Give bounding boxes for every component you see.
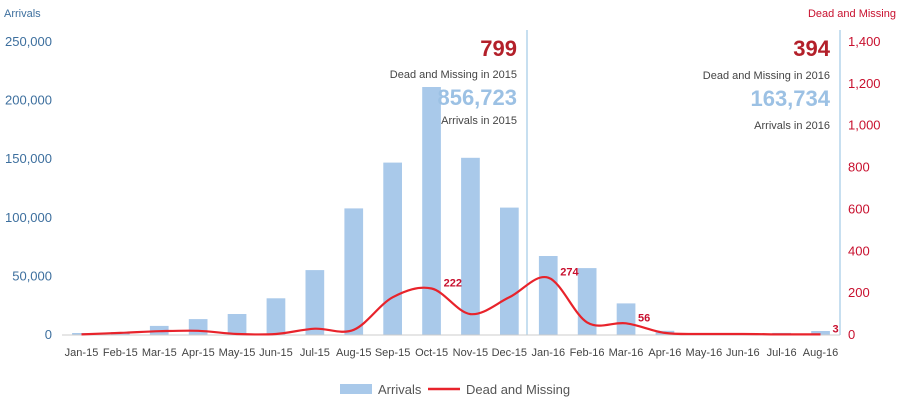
arrivals-bar xyxy=(72,333,91,335)
arrivals-bar xyxy=(344,208,364,335)
legend: Arrivals Dead and Missing xyxy=(340,382,570,397)
arrivals-2015-value: 856,723 xyxy=(437,85,517,110)
legend-arrivals-label: Arrivals xyxy=(378,382,422,397)
dead-data-label: 3 xyxy=(833,323,839,335)
x-tick-label: Jan-16 xyxy=(531,347,565,359)
right-tick-label: 1,200 xyxy=(848,76,881,91)
x-tick-label: Oct-15 xyxy=(415,347,448,359)
x-tick-label: Aug-16 xyxy=(803,347,838,359)
arrivals-bar xyxy=(500,207,519,335)
dead-2015-value: 799 xyxy=(480,36,517,61)
left-tick-label: 100,000 xyxy=(5,210,52,225)
right-tick-label: 800 xyxy=(848,160,870,175)
x-tick-label: Jun-15 xyxy=(259,347,293,359)
right-axis-ticks: 0 200 400 600 800 1,000 1,200 1,400 xyxy=(848,34,881,342)
dead-data-label: 222 xyxy=(444,278,462,290)
left-axis-ticks: 0 50,000 100,000 150,000 200,000 250,000 xyxy=(5,34,52,342)
x-tick-label: Sep-15 xyxy=(375,347,410,359)
x-tick-label: Aug-15 xyxy=(336,347,371,359)
x-tick-label: May-15 xyxy=(219,347,256,359)
x-tick-label: Jul-16 xyxy=(767,347,797,359)
dead-missing-line xyxy=(81,275,821,336)
left-tick-label: 50,000 xyxy=(12,268,52,283)
dead-data-label: 56 xyxy=(638,312,650,324)
x-tick-label: Apr-15 xyxy=(182,347,215,359)
arrivals-bar xyxy=(538,256,558,335)
right-tick-label: 1,400 xyxy=(848,34,881,49)
data-labels: 222 274 56 3 xyxy=(444,267,839,336)
left-tick-label: 0 xyxy=(45,327,52,342)
arrivals-bar xyxy=(305,270,325,335)
x-tick-label: Nov-15 xyxy=(453,347,488,359)
dead-2016-label: Dead and Missing in 2016 xyxy=(703,70,830,82)
arrivals-bar xyxy=(422,87,441,335)
arrivals-bar xyxy=(383,162,402,335)
right-tick-label: 600 xyxy=(848,201,870,216)
left-tick-label: 150,000 xyxy=(5,151,52,166)
right-tick-label: 1,000 xyxy=(848,118,881,133)
dead-2015-label: Dead and Missing in 2015 xyxy=(390,69,517,81)
arrivals-2016-label: Arrivals in 2016 xyxy=(754,120,830,132)
dead-data-label: 274 xyxy=(560,267,579,279)
arrivals-bar xyxy=(188,319,208,335)
dead-2016-value: 394 xyxy=(793,36,830,61)
arrivals-bars xyxy=(72,87,830,335)
right-tick-label: 0 xyxy=(848,327,855,342)
x-axis-ticks: Jan-15 Feb-15 Mar-15 Apr-15 May-15 Jun-15 Jul-… xyxy=(65,347,839,359)
legend-dead-label: Dead and Missing xyxy=(466,382,570,397)
x-tick-label: Feb-16 xyxy=(570,347,605,359)
x-tick-label: May-16 xyxy=(686,347,723,359)
arrivals-2015-label: Arrivals in 2015 xyxy=(441,115,517,127)
legend-arrivals-swatch xyxy=(340,384,372,394)
arrivals-2016-value: 163,734 xyxy=(750,86,830,111)
right-tick-label: 400 xyxy=(848,243,870,258)
x-tick-label: Jun-16 xyxy=(726,347,760,359)
x-tick-label: Feb-15 xyxy=(103,347,138,359)
x-tick-label: Mar-16 xyxy=(609,347,644,359)
arrivals-bar xyxy=(811,331,830,335)
x-tick-label: Apr-16 xyxy=(648,347,681,359)
arrivals-bar xyxy=(616,303,636,335)
right-tick-label: 200 xyxy=(848,285,870,300)
arrivals-bar xyxy=(227,314,247,335)
x-tick-label: Jul-15 xyxy=(300,347,330,359)
arrivals-bar xyxy=(266,298,286,335)
left-tick-label: 250,000 xyxy=(5,34,52,49)
right-axis-title: Dead and Missing xyxy=(808,8,896,20)
x-tick-label: Dec-15 xyxy=(492,347,527,359)
left-axis-title: Arrivals xyxy=(4,8,41,20)
x-tick-label: Mar-15 xyxy=(142,347,177,359)
arrivals-bar xyxy=(461,157,480,335)
left-tick-label: 200,000 xyxy=(5,93,52,108)
x-tick-label: Jan-15 xyxy=(65,347,99,359)
